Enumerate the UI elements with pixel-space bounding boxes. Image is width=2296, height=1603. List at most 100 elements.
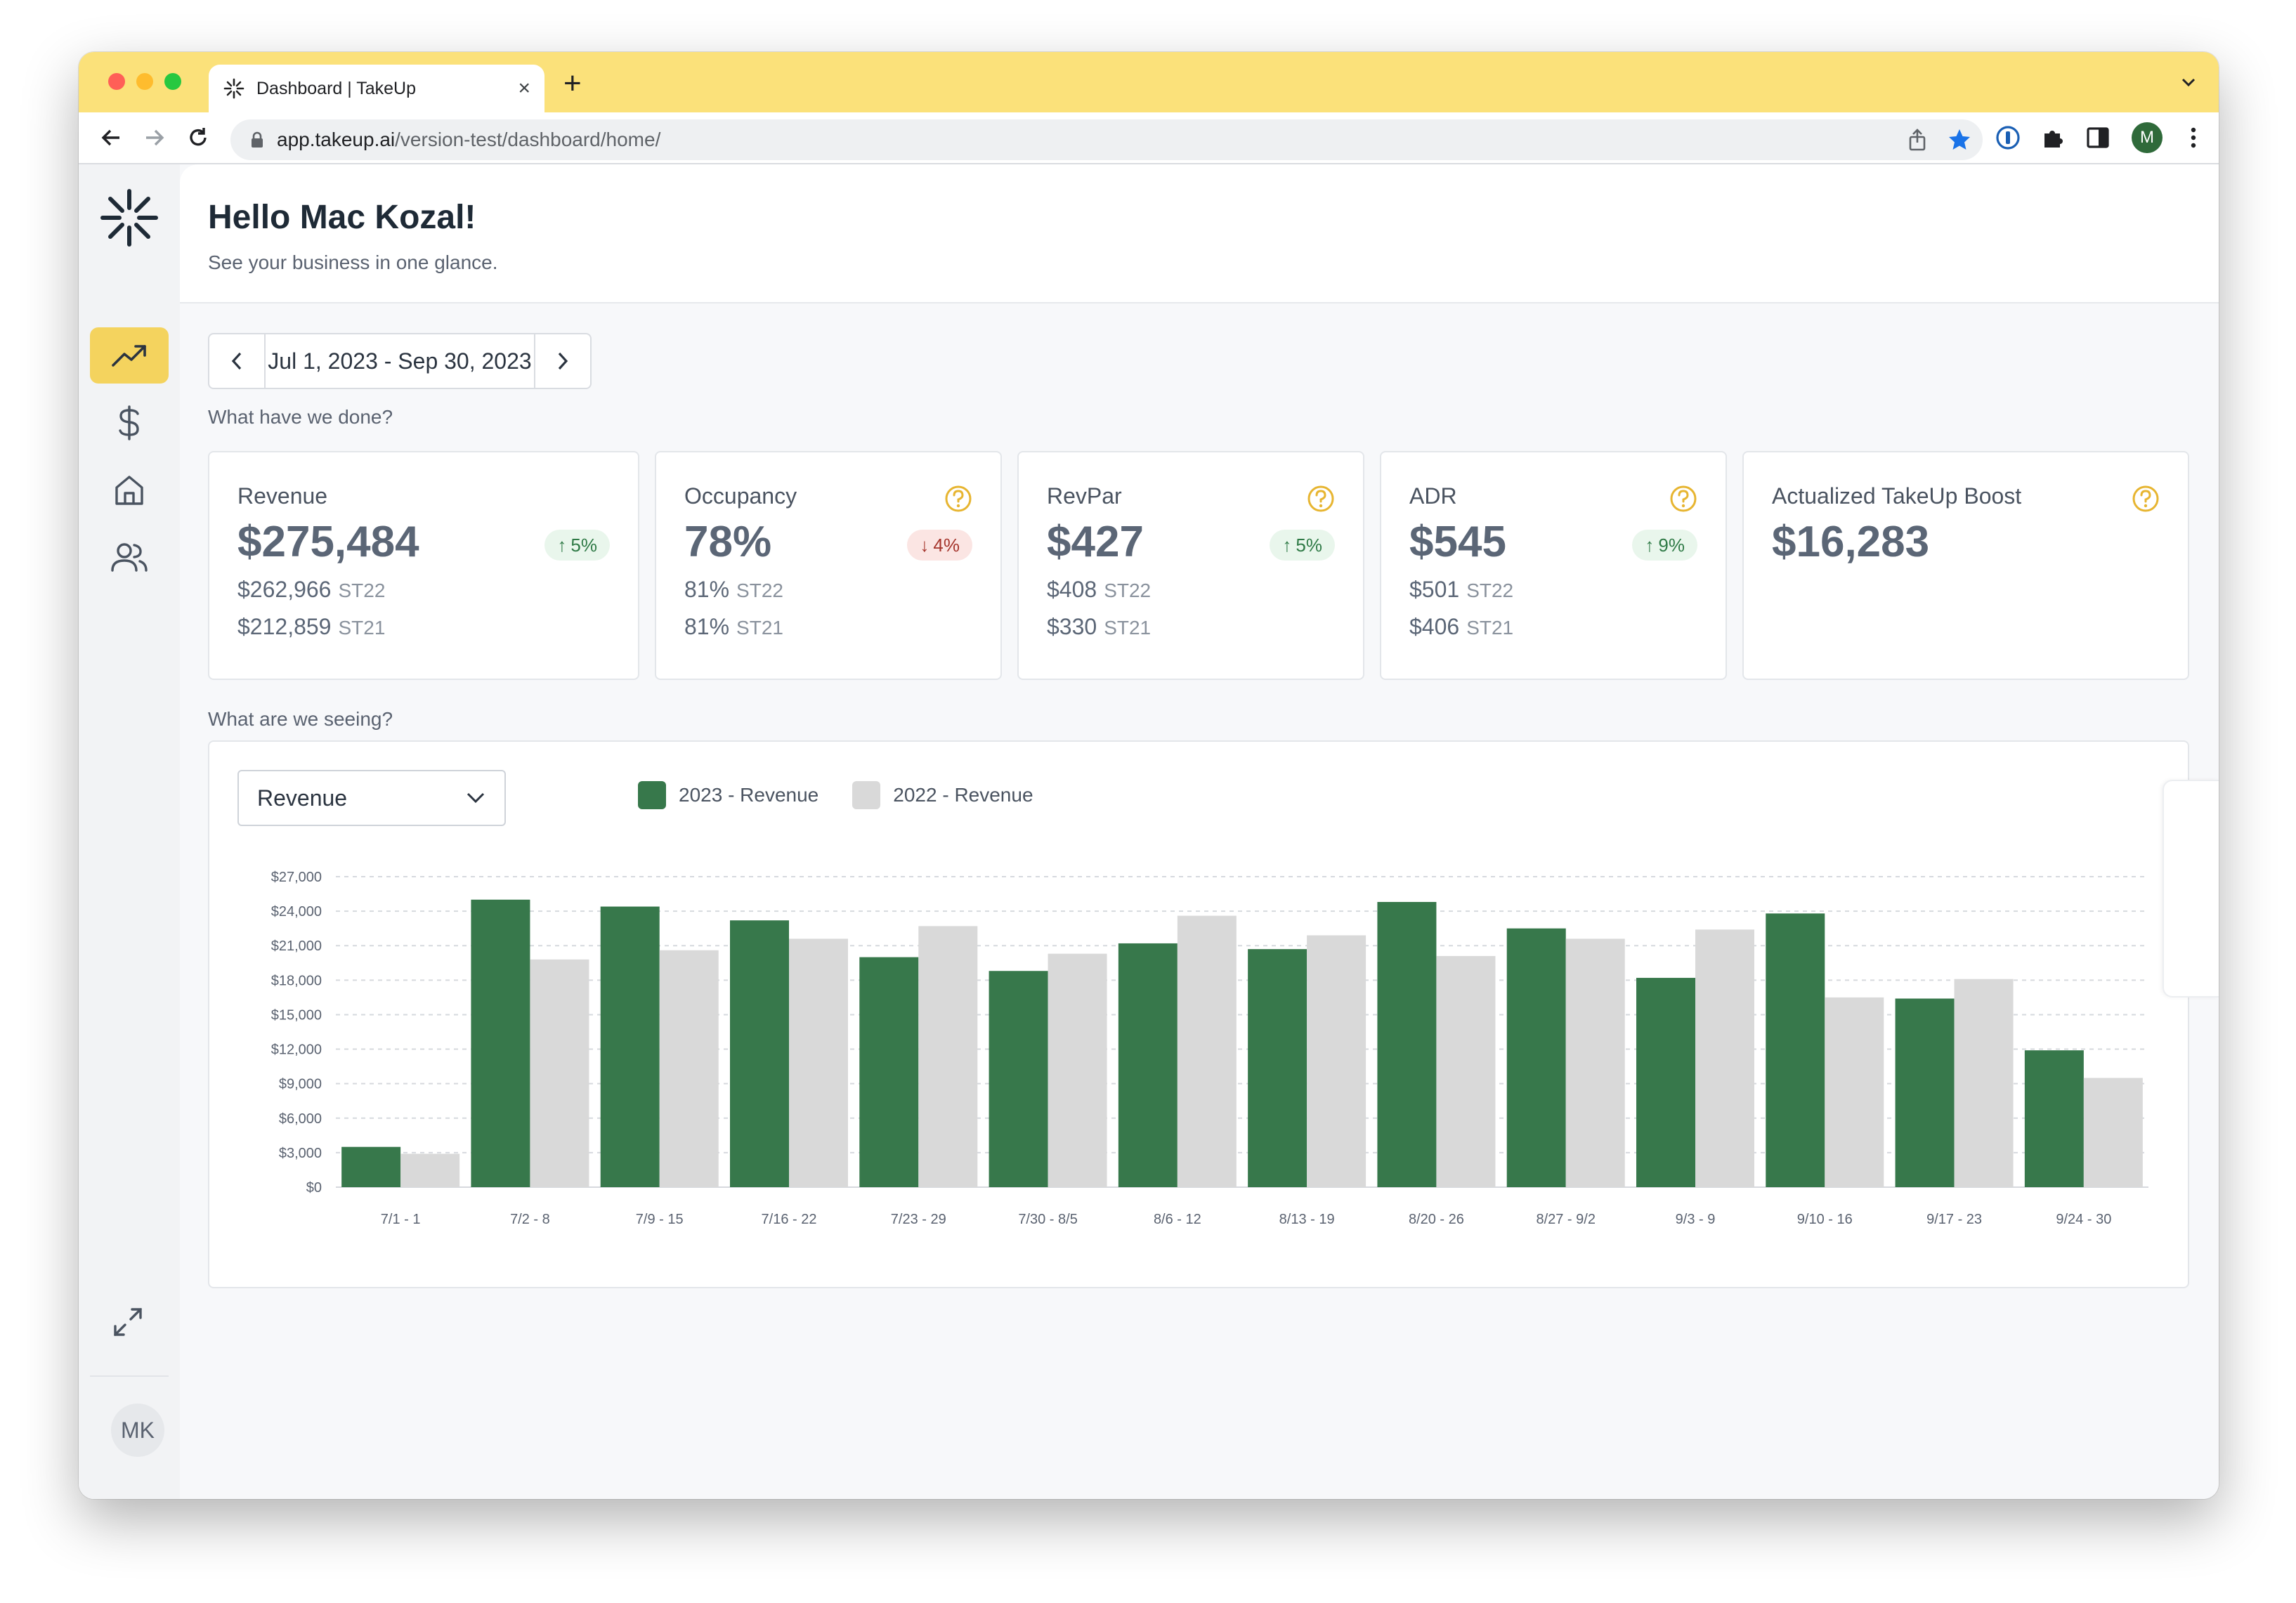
tab-search-chevron-icon[interactable] [2179,73,2198,91]
y-tick-label: $18,000 [271,973,322,988]
kpi-comparison-row: 81% ST21 [684,614,972,640]
x-tick-label: 7/9 - 15 [636,1212,684,1227]
help-icon[interactable] [944,485,972,513]
floating-side-panel-tab[interactable] [2163,780,2219,997]
dollar-icon [119,405,139,440]
arrow-up-icon: ↑ [557,534,567,556]
kpi-comparison-value: $501 [1409,577,1460,602]
previous-period-button[interactable] [209,334,266,388]
kpi-comparison-value: $212,859 [237,614,332,639]
kpi-comparison-row: $406 ST21 [1409,614,1697,640]
page-title: Hello Mac Kozal! [208,199,476,236]
kpi-comparison-row: $408 ST22 [1047,577,1335,603]
browser-toolbar: app.takeup.ai /version-test/dashboard/ho… [79,112,2219,164]
bar-2022-13 [2083,1078,2143,1187]
x-tick-label: 7/2 - 8 [510,1212,550,1227]
page-header: Hello Mac Kozal! See your business in on… [180,164,2219,303]
kpi-comparison-tag: ST22 [736,580,783,601]
kpi-value: $16,283 [1772,518,1930,566]
bookmark-star-icon[interactable] [1948,128,1971,152]
date-range-label[interactable]: Jul 1, 2023 - Sep 30, 2023 [268,348,532,374]
arrow-up-icon: ↑ [1282,534,1292,556]
metric-select[interactable]: Revenue [237,770,506,826]
forward-arrow-icon[interactable] [142,125,167,150]
bar-2022-1 [530,959,589,1187]
chart-card: Revenue 2023 - Revenue 2022 - Revenue $0… [208,740,2189,1288]
kpi-title: Occupancy [684,483,797,509]
close-window-button[interactable] [108,73,125,90]
zoom-window-button[interactable] [164,73,181,90]
sidebar-item-revenue[interactable] [90,395,169,451]
kpi-comparison-tag: ST21 [338,617,386,639]
y-tick-label: $9,000 [279,1077,322,1092]
metric-select-value: Revenue [257,785,348,811]
arrow-down-icon: ↓ [920,534,930,556]
help-icon[interactable] [2132,485,2160,513]
x-tick-label: 9/24 - 30 [2056,1212,2111,1227]
change-badge: ↑ 5% [544,530,610,561]
next-period-button[interactable] [534,334,590,388]
bar-2023-11 [1766,913,1825,1187]
browser-window: Dashboard | TakeUp × + app.takeup.ai /ve… [79,52,2219,1499]
side-panel-icon[interactable] [2085,125,2111,150]
change-badge-value: 4% [933,534,960,556]
bar-2023-12 [1895,998,1955,1187]
browser-tab-active[interactable]: Dashboard | TakeUp × [209,65,544,112]
sidebar-item-analytics[interactable] [90,327,169,384]
sidebar-item-properties[interactable] [90,462,169,518]
kpi-comparison-value: $408 [1047,577,1097,602]
kpi-comparison-row: $212,859 ST21 [237,614,610,640]
chevron-down-icon [467,792,485,804]
app-root: MK Hello Mac Kozal! See your business in… [79,164,2219,1499]
sidebar: MK [79,164,180,1499]
legend-item-2023[interactable]: 2023 - Revenue [638,781,818,809]
back-arrow-icon[interactable] [98,125,124,150]
bar-2023-9 [1506,928,1566,1187]
kpi-comparison-value: $406 [1409,614,1460,639]
bar-2023-3 [730,920,789,1187]
kpi-title: RevPar [1047,483,1122,509]
close-tab-icon[interactable]: × [518,77,530,100]
arrow-up-icon: ↑ [1645,534,1655,556]
bar-2023-7 [1248,949,1307,1187]
x-tick-label: 7/23 - 29 [891,1212,946,1227]
legend-item-2022[interactable]: 2022 - Revenue [852,781,1033,809]
share-icon[interactable] [1907,129,1928,151]
revenue-bar-chart: $0 $3,000 $6,000 $9,000 $12,000 $15,000 $18,00… [271,870,2148,1227]
profile-avatar[interactable]: M [2132,122,2163,153]
chevron-left-icon [231,352,242,370]
bar-2022-0 [400,1153,460,1187]
bar-2022-3 [789,938,848,1187]
kpi-comparison-value: 81% [684,577,730,602]
kpi-comparison-tag: ST22 [338,580,386,601]
expand-icon[interactable] [111,1305,145,1339]
kpi-comparison-tag: ST22 [1466,580,1514,601]
help-icon[interactable] [1307,485,1335,513]
new-tab-button[interactable]: + [563,66,582,100]
section-heading-done: What have we done? [208,406,393,428]
minimize-window-button[interactable] [136,73,153,90]
kpi-comparison-row: $262,966 ST22 [237,577,610,603]
bar-2022-2 [659,950,719,1187]
url-host: app.takeup.ai [277,129,396,150]
password-manager-icon[interactable] [1995,125,2021,150]
user-avatar[interactable]: MK [111,1404,164,1457]
reload-icon[interactable] [185,125,211,150]
tab-title: Dashboard | TakeUp [256,78,417,98]
kpi-title: Revenue [237,483,328,509]
x-tick-label: 8/13 - 19 [1279,1212,1335,1227]
bar-2023-2 [600,906,660,1187]
extensions-puzzle-icon[interactable] [2040,125,2066,150]
x-tick-label: 7/1 - 1 [381,1212,421,1227]
bar-2022-7 [1307,935,1366,1187]
takeup-logo-icon[interactable] [98,187,160,249]
x-tick-label: 8/6 - 12 [1154,1212,1201,1227]
help-icon[interactable] [1669,485,1697,513]
address-bar[interactable]: app.takeup.ai /version-test/dashboard/ho… [230,119,1983,160]
chart-legend: 2023 - Revenue 2022 - Revenue [638,781,1033,809]
legend-label-2022: 2022 - Revenue [893,784,1033,806]
change-badge-value: 5% [1296,534,1322,556]
x-tick-label: 7/30 - 8/5 [1018,1212,1078,1227]
sidebar-item-team[interactable] [90,530,169,586]
browser-menu-kebab-icon[interactable] [2189,125,2198,150]
